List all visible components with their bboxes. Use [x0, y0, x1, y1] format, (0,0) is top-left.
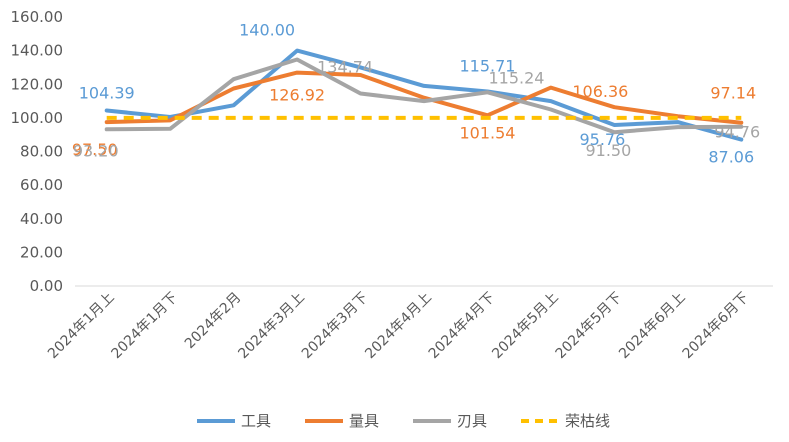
x-tick-label: 2024年1月上 [45, 290, 118, 363]
series-lines [104, 48, 744, 142]
x-tick-label: 2024年4月下 [426, 290, 499, 363]
y-axis: 0.00 20.00 40.00 60.00 80.00 100.00 120.00 140.… [11, 8, 64, 295]
series-line-刃具 [104, 57, 744, 135]
y-tick-label: 140.00 [11, 42, 64, 60]
data-label: 115.71 [459, 56, 515, 75]
legend: 工具 量具 刃具 荣枯线 [197, 412, 610, 430]
legend-label: 荣枯线 [565, 412, 610, 430]
data-label: 97.50 [72, 140, 118, 159]
data-label: 115.24 [488, 68, 544, 87]
y-tick-label: 60.00 [20, 176, 63, 194]
y-tick-label: 100.00 [11, 109, 64, 127]
x-tick-label: 2024年6月上 [616, 290, 689, 363]
data-label: 97.14 [710, 84, 756, 103]
data-label: 106.36 [572, 82, 628, 101]
data-label: 140.00 [239, 21, 295, 40]
x-tick-label: 2024年4月上 [362, 290, 435, 363]
y-tick-label: 0.00 [30, 277, 63, 295]
y-tick-label: 80.00 [20, 143, 63, 161]
y-tick-label: 40.00 [20, 210, 63, 228]
legend-label: 量具 [349, 412, 379, 430]
data-label: 93.20 [73, 141, 119, 160]
x-tick-label: 2024年6月下 [680, 290, 753, 363]
x-tick-label: 2024年5月下 [553, 290, 626, 363]
y-tick-label: 160.00 [11, 8, 64, 26]
data-labels: 104.39 140.00 115.71 95.76 87.06 97.50 126.92 1… [72, 21, 760, 167]
data-label: 134.74 [317, 57, 373, 76]
x-tick-label: 2024年3月上 [235, 290, 308, 363]
x-tick-label: 2024年5月上 [489, 290, 562, 363]
series-line-工具 [104, 48, 744, 142]
data-label: 104.39 [79, 83, 135, 102]
legend-label: 刃具 [457, 412, 487, 430]
series-line-量具 [104, 70, 744, 125]
y-tick-label: 20.00 [20, 243, 63, 261]
y-tick-label: 120.00 [11, 75, 64, 93]
x-tick-label: 2024年3月下 [299, 290, 372, 363]
data-label: 91.50 [585, 141, 631, 160]
data-label: 94.76 [714, 123, 760, 142]
data-label: 126.92 [269, 86, 325, 105]
data-label: 101.54 [459, 123, 515, 142]
data-label: 87.06 [708, 148, 754, 167]
data-label: 95.76 [579, 130, 625, 149]
x-tick-label: 2024年1月下 [108, 290, 181, 363]
x-tick-label: 2024年2月 [182, 290, 245, 353]
legend-label: 工具 [241, 412, 271, 430]
